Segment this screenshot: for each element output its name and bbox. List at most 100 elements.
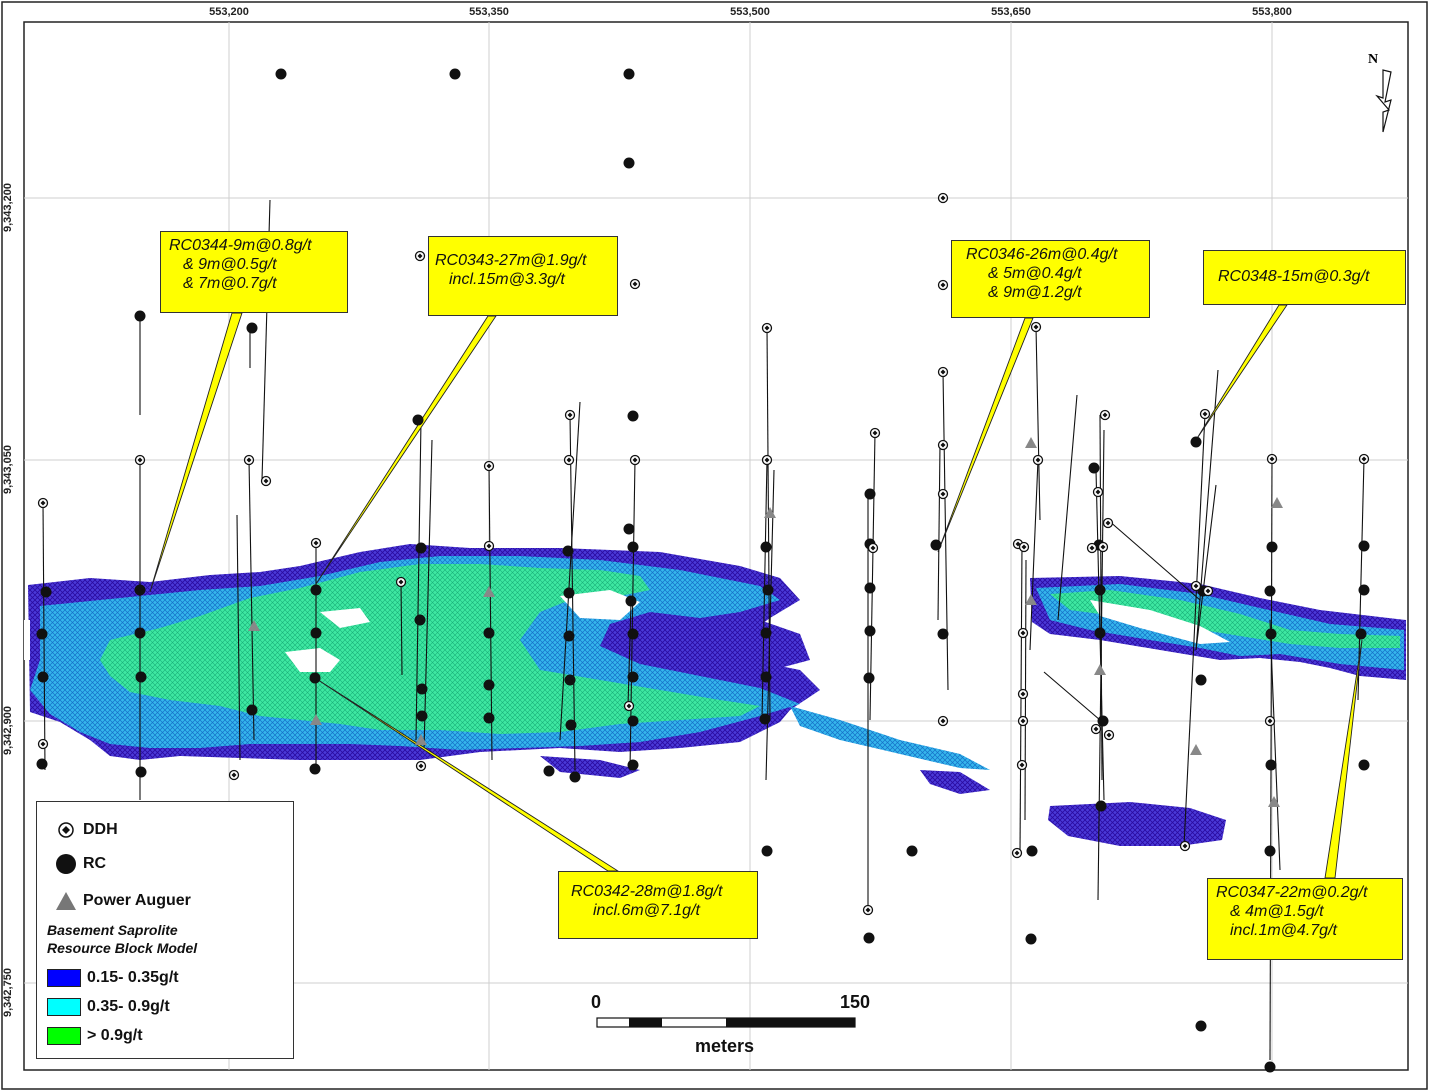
rc-collar: [864, 488, 876, 500]
rc-collar: [760, 671, 772, 683]
ddh-collar: [564, 409, 576, 421]
rc-collar: [762, 584, 774, 596]
auger-point: [415, 734, 427, 745]
x-tick-label: 553,800: [1252, 6, 1292, 18]
rc-collar: [562, 545, 574, 557]
legend-rc: RC: [37, 852, 106, 876]
rc-collar: [760, 541, 772, 553]
rc-collar: [623, 68, 635, 80]
ddh-collar: [629, 278, 641, 290]
auger-point: [483, 586, 495, 597]
rc-collar: [40, 586, 52, 598]
rc-collar: [863, 932, 875, 944]
rc-collar: [310, 627, 322, 639]
legend-class-low: 0.15- 0.35g/t: [37, 969, 179, 987]
legend-ddh-label: DDH: [83, 821, 118, 838]
rc-collar: [1358, 540, 1370, 552]
callout-line: RC0343-27m@1.9g/t: [435, 252, 587, 269]
rc-collar: [627, 715, 639, 727]
auger-symbol-icon: [49, 890, 83, 912]
rc-collar: [863, 672, 875, 684]
map-legend: DDH RC Power Auguer Basement Saprolite R…: [36, 801, 294, 1059]
rc-collar: [543, 765, 555, 777]
ddh-collar: [862, 904, 874, 916]
ddh-collar: [629, 454, 641, 466]
callout-line: incl.6m@7.1g/t: [593, 902, 700, 919]
scale-unit-label: meters: [695, 1036, 755, 1056]
y-tick-label: 9,343,200: [2, 183, 14, 232]
ddh-collar: [867, 542, 879, 554]
ddh-collar: [1099, 409, 1111, 421]
rc-collar: [623, 157, 635, 169]
ddh-collar: [1011, 847, 1023, 859]
ddh-collar: [1086, 542, 1098, 554]
callout-rc0347: RC0347-22m@0.2g/t & 4m@1.5g/t incl.1m@4.…: [1207, 878, 1403, 960]
ddh-collar: [134, 454, 146, 466]
ddh-collar: [415, 760, 427, 772]
rc-collar: [627, 628, 639, 640]
callout-line: & 4m@1.5g/t: [1230, 903, 1324, 920]
ddh-collar: [1202, 585, 1214, 597]
callout-line: RC0346-26m@0.4g/t: [966, 246, 1118, 263]
block-model-high-grade: [100, 564, 1400, 734]
ddh-collar: [1017, 715, 1029, 727]
rc-collar: [414, 614, 426, 626]
rc-collar: [415, 542, 427, 554]
high-grade-swatch: [47, 1027, 81, 1045]
rc-collar: [246, 704, 258, 716]
ddh-collar: [260, 475, 272, 487]
ddh-collar: [243, 454, 255, 466]
ddh-collar: [623, 700, 635, 712]
auger-point: [310, 714, 322, 725]
legend-class-label: 0.15- 0.35g/t: [87, 969, 179, 986]
auger-point: [764, 507, 776, 518]
low-grade-swatch: [47, 969, 81, 987]
ddh-collar: [1016, 759, 1028, 771]
ddh-collar: [1190, 580, 1202, 592]
rc-collar: [760, 627, 772, 639]
callout-line: RC0347-22m@0.2g/t: [1216, 884, 1368, 901]
callout-rc0348: RC0348-15m@0.3g/t: [1203, 250, 1406, 305]
rc-collar: [412, 414, 424, 426]
ddh-collar: [1092, 486, 1104, 498]
ddh-collar: [937, 488, 949, 500]
rc-collar: [310, 584, 322, 596]
rc-collar: [627, 759, 639, 771]
callout-line: incl.15m@3.3g/t: [449, 271, 565, 288]
callout-line: RC0348-15m@0.3g/t: [1218, 268, 1370, 285]
mid-grade-swatch: [47, 998, 81, 1016]
rc-collar: [906, 845, 918, 857]
ddh-collar: [1264, 715, 1276, 727]
ddh-collar: [37, 497, 49, 509]
legend-class-high: > 0.9g/t: [37, 1027, 143, 1045]
ddh-collar: [1030, 321, 1042, 333]
ddh-collar: [228, 769, 240, 781]
ddh-collar: [1018, 541, 1030, 553]
rc-collar: [1355, 628, 1367, 640]
ddh-collar: [1103, 729, 1115, 741]
rc-collar: [1195, 1020, 1207, 1032]
ddh-collar: [395, 576, 407, 588]
ddh-collar: [483, 460, 495, 472]
rc-collar: [627, 410, 639, 422]
rc-collar: [625, 595, 637, 607]
callout-line: & 9m@0.5g/t: [183, 256, 277, 273]
rc-collar: [1195, 674, 1207, 686]
block-model-gaps: [24, 590, 1230, 672]
ddh-collar: [761, 322, 773, 334]
rc-collar: [483, 679, 495, 691]
rc-collar: [1266, 541, 1278, 553]
auger-point: [1271, 497, 1283, 508]
ddh-collar: [483, 540, 495, 552]
legend-title-line2: Resource Block Model: [47, 940, 198, 956]
rc-collar: [1097, 715, 1109, 727]
ddh-collar: [937, 366, 949, 378]
rc-collar: [246, 322, 258, 334]
legend-rc-label: RC: [83, 855, 107, 872]
rc-collar: [627, 541, 639, 553]
legend-title-line1: Basement Saprolite: [47, 922, 178, 938]
rc-collar: [1094, 584, 1106, 596]
rc-collar: [930, 539, 942, 551]
